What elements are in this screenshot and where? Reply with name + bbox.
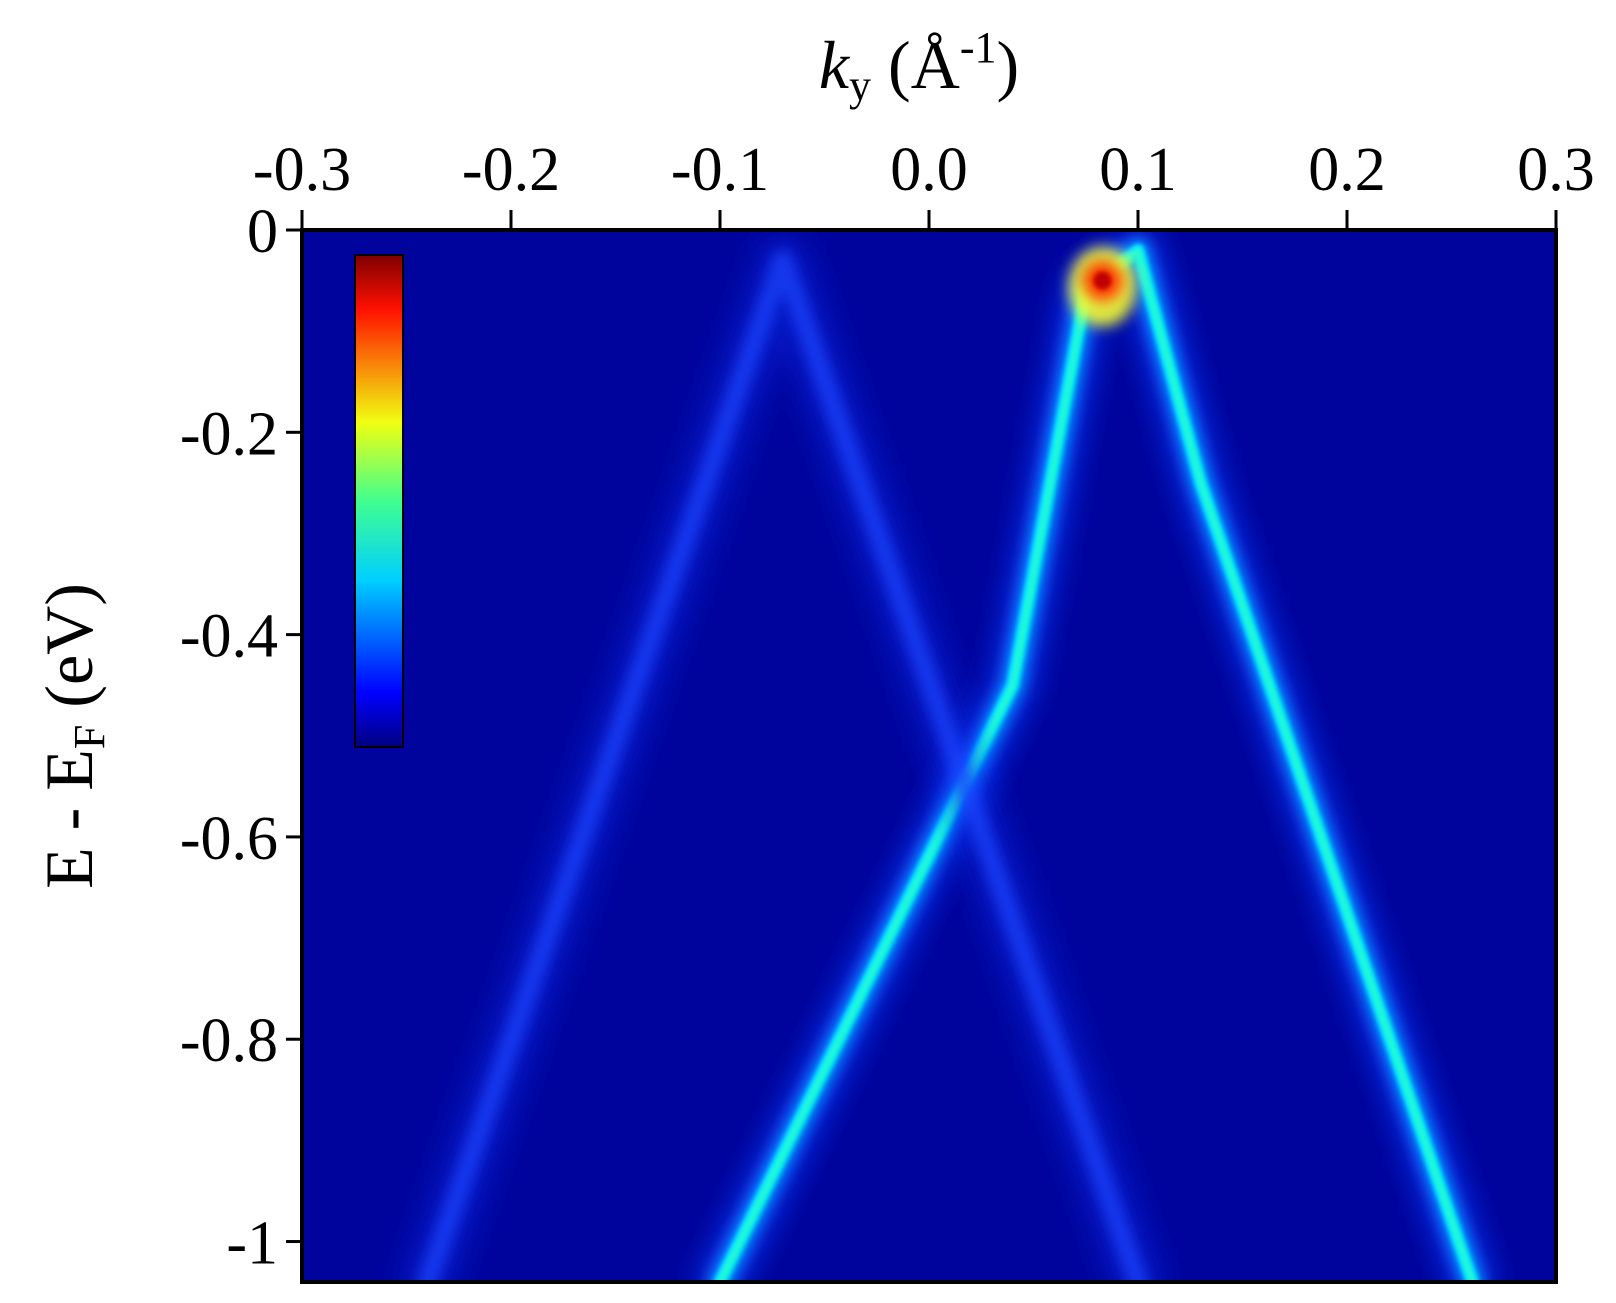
- y-tick-label: -0.6: [180, 805, 278, 873]
- plot-area: [300, 228, 1558, 1284]
- colorbar: [354, 254, 404, 748]
- band-2: [401, 234, 1164, 1282]
- y-axis-title: E - EF (eV): [31, 583, 114, 889]
- y-tick-label: -0.2: [180, 400, 278, 468]
- x-tick-label: 0.0: [890, 136, 968, 204]
- x-tick-label: -0.1: [671, 136, 769, 204]
- x-tick-label: 0.1: [1099, 136, 1177, 204]
- colorbar-gradient: [354, 254, 404, 748]
- y-axis: 0 -0.2 -0.4 -0.6 -0.8 -1: [180, 198, 302, 1278]
- hotspot-peak: [1093, 271, 1112, 290]
- x-tick-label: 0.3: [1517, 136, 1595, 204]
- y-tick-label: -0.4: [180, 603, 278, 671]
- band-2-stroke-2: [417, 250, 1148, 1282]
- x-axis: -0.3 -0.2 -0.1 0.0 0.1 0.2 0.3: [253, 136, 1595, 230]
- x-axis-title: ky (Å-1): [819, 23, 1019, 110]
- x-tick-label: -0.3: [253, 136, 351, 204]
- y-tick-label: 0: [247, 198, 278, 266]
- y-tick-label: -0.8: [180, 1007, 278, 1075]
- band-intensity-layer: [401, 230, 1495, 1282]
- y-tick-label: -1: [226, 1210, 278, 1278]
- x-tick-label: -0.2: [462, 136, 560, 204]
- x-tick-label: 0.2: [1308, 136, 1386, 204]
- intensity-hotspot: [1068, 246, 1137, 327]
